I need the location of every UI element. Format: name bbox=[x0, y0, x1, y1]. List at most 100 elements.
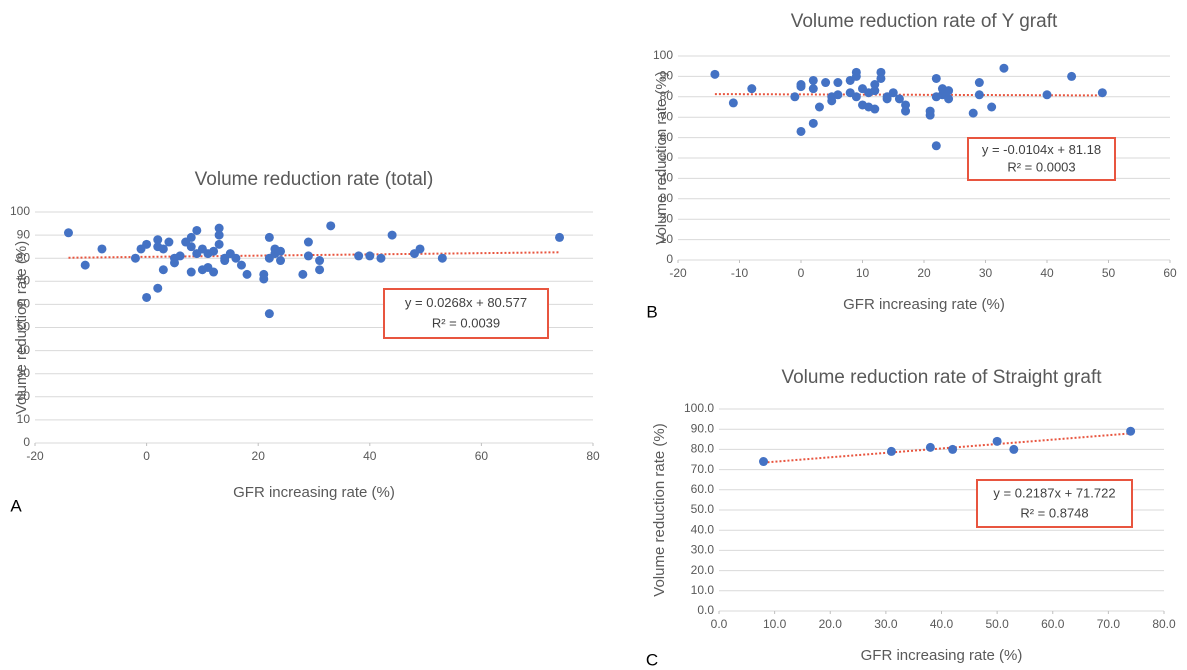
trendline bbox=[68, 251, 560, 259]
y-tick-label: 40.0 bbox=[691, 522, 715, 536]
panel-label: B bbox=[646, 302, 657, 321]
data-point bbox=[415, 244, 425, 254]
data-point bbox=[376, 253, 386, 263]
y-tick-label: 50 bbox=[17, 320, 31, 334]
data-point bbox=[796, 80, 806, 90]
data-point bbox=[944, 94, 954, 104]
y-tick-label: 80 bbox=[17, 250, 31, 264]
data-point bbox=[808, 75, 818, 85]
x-tick-label: 30.0 bbox=[874, 617, 898, 631]
data-point bbox=[796, 126, 806, 136]
data-point bbox=[276, 246, 286, 256]
data-point bbox=[130, 253, 140, 263]
data-point bbox=[901, 100, 911, 110]
data-point bbox=[153, 283, 163, 293]
x-tick-label: 60 bbox=[475, 449, 489, 463]
data-point bbox=[214, 239, 224, 249]
data-point bbox=[1097, 88, 1107, 98]
data-point bbox=[1042, 90, 1052, 100]
equation-box bbox=[967, 137, 1116, 181]
chart-title: Volume reduction rate of Straight graft bbox=[781, 367, 1102, 388]
trend-equation: y = 0.2187x + 71.722 bbox=[993, 486, 1115, 501]
data-point bbox=[276, 256, 286, 266]
data-point bbox=[925, 106, 935, 116]
y-axis-label: Volume reduction rate (%) bbox=[651, 423, 668, 596]
y-tick-label: 70 bbox=[660, 109, 674, 123]
data-point bbox=[264, 309, 274, 319]
chart-title: Volume reduction rate (total) bbox=[195, 169, 434, 190]
data-point bbox=[987, 102, 997, 112]
data-point bbox=[1009, 444, 1019, 454]
y-axis-label: Volume reduction rate (%) bbox=[13, 241, 30, 414]
x-tick-label: 70.0 bbox=[1097, 617, 1121, 631]
data-point bbox=[833, 90, 843, 100]
y-tick-label: 10 bbox=[17, 412, 31, 426]
y-tick-label: 70 bbox=[17, 273, 31, 287]
data-point bbox=[303, 251, 313, 261]
data-point bbox=[833, 78, 843, 88]
y-tick-label: 30 bbox=[660, 191, 674, 205]
y-tick-label: 40 bbox=[660, 171, 674, 185]
x-tick-label: 30 bbox=[979, 266, 993, 280]
x-tick-label: 60 bbox=[1163, 266, 1177, 280]
y-tick-label: 50 bbox=[660, 150, 674, 164]
x-tick-label: 0.0 bbox=[711, 617, 728, 631]
data-point bbox=[759, 457, 768, 467]
y-tick-label: 50.0 bbox=[691, 502, 715, 516]
x-tick-label: 50.0 bbox=[985, 617, 1009, 631]
y-tick-label: 20 bbox=[660, 211, 674, 225]
trendline bbox=[714, 93, 1103, 97]
trend-equation: y = -0.0104x + 81.18 bbox=[982, 142, 1101, 157]
y-tick-label: 30.0 bbox=[691, 543, 715, 557]
data-point bbox=[192, 225, 202, 235]
y-tick-label: 10.0 bbox=[691, 583, 715, 597]
data-point bbox=[315, 265, 325, 275]
data-point bbox=[870, 104, 880, 114]
data-point bbox=[326, 221, 336, 231]
y-tick-label: 100.0 bbox=[684, 401, 714, 415]
x-tick-label: -20 bbox=[669, 266, 687, 280]
data-point bbox=[158, 244, 168, 254]
data-point bbox=[264, 232, 274, 242]
data-point bbox=[814, 102, 824, 112]
data-point bbox=[186, 232, 196, 242]
x-tick-label: 20 bbox=[252, 449, 266, 463]
data-point bbox=[164, 237, 174, 247]
x-tick-label: -10 bbox=[731, 266, 749, 280]
x-tick-label: 10.0 bbox=[763, 617, 787, 631]
equation-box bbox=[383, 288, 549, 339]
x-tick-label: 60.0 bbox=[1041, 617, 1065, 631]
data-point bbox=[882, 94, 892, 104]
data-point bbox=[851, 67, 861, 77]
y-tick-label: 0.0 bbox=[697, 603, 714, 617]
y-tick-label: 60 bbox=[17, 297, 31, 311]
data-point bbox=[948, 444, 958, 454]
trend-r2: R² = 0.8748 bbox=[1020, 505, 1088, 520]
data-point bbox=[303, 237, 313, 247]
y-tick-label: 70.0 bbox=[691, 462, 715, 476]
x-tick-label: 80 bbox=[586, 449, 600, 463]
data-point bbox=[365, 251, 375, 261]
data-point bbox=[894, 94, 904, 104]
data-point bbox=[175, 251, 185, 261]
data-point bbox=[236, 260, 246, 270]
x-tick-label: 20 bbox=[917, 266, 931, 280]
data-point bbox=[974, 90, 984, 100]
x-tick-label: 40.0 bbox=[930, 617, 954, 631]
y-tick-label: 10 bbox=[660, 232, 674, 246]
y-tick-label: 80 bbox=[660, 89, 674, 103]
data-point bbox=[1126, 426, 1136, 436]
chart-title: Volume reduction rate of Y graft bbox=[791, 11, 1058, 32]
x-tick-label: 0 bbox=[143, 449, 150, 463]
x-axis-label: GFR increasing rate (%) bbox=[843, 296, 1005, 313]
y-tick-label: 60 bbox=[660, 130, 674, 144]
data-point bbox=[158, 265, 168, 275]
trend-r2: R² = 0.0039 bbox=[432, 316, 500, 331]
data-point bbox=[931, 73, 941, 83]
data-point bbox=[710, 69, 720, 79]
y-tick-label: 20 bbox=[17, 389, 31, 403]
x-tick-label: 10 bbox=[856, 266, 870, 280]
data-point bbox=[886, 446, 896, 456]
x-tick-label: 40 bbox=[363, 449, 377, 463]
